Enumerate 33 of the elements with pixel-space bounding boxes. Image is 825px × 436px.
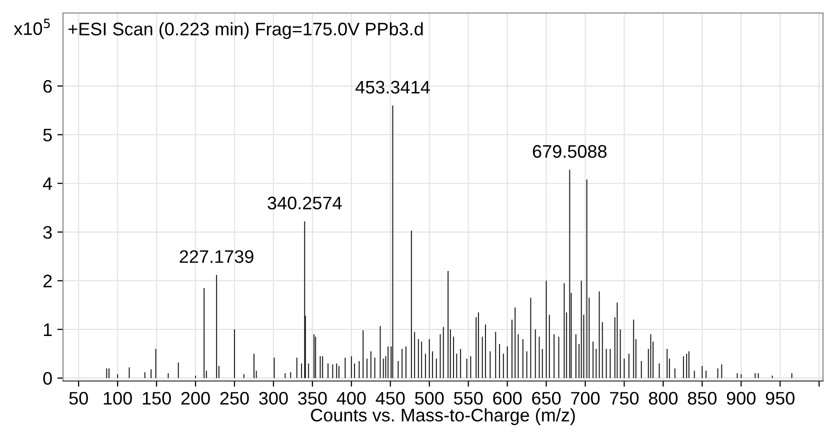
x-tick-label: 150 [142, 392, 171, 405]
y-tick-label: 5 [43, 128, 52, 142]
x-tick-label: 900 [726, 392, 756, 405]
x-tick-label: 600 [493, 392, 522, 405]
annotation: 227.1739 [180, 250, 254, 263]
x-tick-label: 650 [532, 392, 561, 405]
x-tick-label: 450 [376, 392, 405, 405]
x-tick-label: 750 [610, 392, 639, 405]
x-tick-label: 250 [220, 392, 249, 405]
x-tick-label: 300 [259, 392, 288, 405]
annotation: 340.2574 [268, 196, 342, 210]
x-tick-label: 350 [298, 392, 327, 405]
x-tick-label: 400 [336, 392, 366, 405]
x-tick-label: 800 [648, 392, 678, 405]
x-axis-title: Counts vs. Mass-to-Charge (m/z) [310, 408, 575, 426]
y-tick-label: 3 [43, 226, 52, 239]
chart-title: +ESI Scan (0.223 min) Frag=175.0V PPb3.d [68, 22, 423, 40]
x-tick-label: 850 [688, 392, 717, 405]
y-tick-label: 2 [43, 274, 52, 288]
y-tick-label: 1 [44, 324, 52, 336]
y-tick-label: 6 [43, 80, 52, 93]
y-axis-title: x10$^{5}$ [14, 18, 50, 36]
annotation: 679.5088 [532, 145, 607, 158]
x-tick-label: 50 [69, 392, 88, 405]
x-tick-label: 550 [454, 392, 483, 405]
y-tick-label: 0 [43, 372, 52, 385]
y-tick-label: 4 [42, 177, 52, 190]
x-tick-label: 200 [181, 392, 210, 405]
x-tick-label: 100 [104, 392, 132, 405]
x-tick-label: 950 [766, 392, 794, 405]
x-tick-label: 700 [571, 392, 600, 405]
annotation: 453.3414 [355, 80, 430, 94]
x-tick-label: 500 [415, 392, 444, 405]
